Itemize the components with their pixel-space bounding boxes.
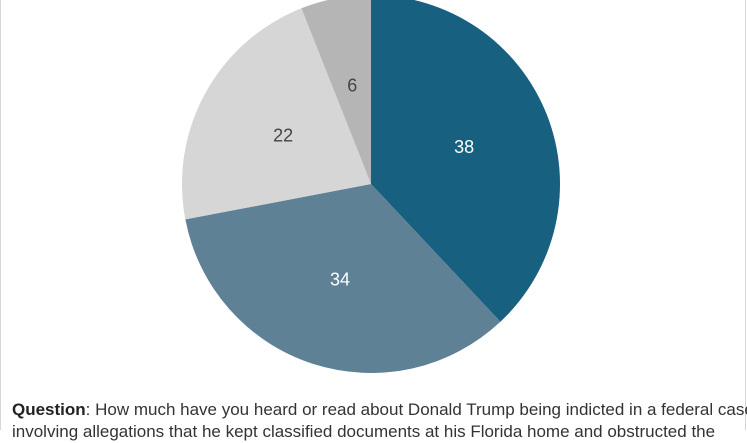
pie-slice <box>182 8 371 220</box>
question-label: Question <box>12 400 86 419</box>
pie-slice <box>301 0 371 184</box>
pie-slice-label: 22 <box>273 126 293 146</box>
question-text-line2: involving allegations that he kept class… <box>12 422 716 441</box>
question-caption: Question: How much have you heard or rea… <box>12 399 747 443</box>
pie-slice-label: 34 <box>330 269 350 289</box>
pie-slice <box>371 0 560 322</box>
pie-chart: 38 34 22 6 <box>182 0 560 374</box>
pie-slices <box>182 0 560 374</box>
chart-frame <box>0 0 746 430</box>
pie-slice-label: 38 <box>454 137 474 157</box>
question-text-line1: : How much have you heard or read about … <box>85 400 747 419</box>
pie-slice-label: 6 <box>347 76 357 96</box>
pie-labels: 38 34 22 6 <box>273 76 474 290</box>
pie-slice <box>185 184 501 374</box>
